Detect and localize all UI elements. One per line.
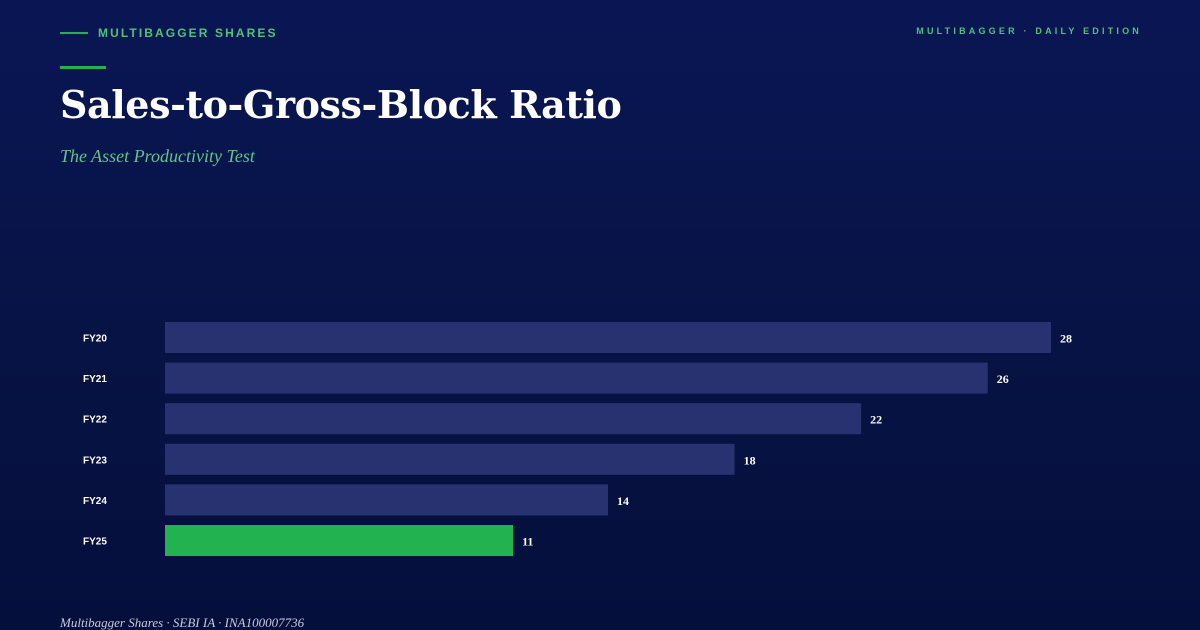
footer-disclosure: Multibagger Shares · SEBI IA · INA100007… <box>60 615 305 630</box>
title-accent-rule <box>60 66 106 69</box>
category-label: FY25 <box>83 537 107 548</box>
edition-label: MULTIBAGGER · DAILY EDITION <box>916 26 1142 36</box>
category-label: FY24 <box>83 496 107 507</box>
brand-label: MULTIBAGGER SHARES <box>98 26 278 40</box>
bar <box>165 362 988 394</box>
highlight-bar <box>165 525 514 556</box>
value-label: 18 <box>744 453 756 467</box>
value-label: 22 <box>870 413 882 427</box>
value-label: 11 <box>522 535 533 549</box>
category-label: FY22 <box>83 415 107 426</box>
category-label: FY20 <box>83 334 107 345</box>
brand: MULTIBAGGER SHARES <box>60 26 278 40</box>
value-label: 26 <box>997 372 1009 386</box>
bar <box>165 484 608 516</box>
category-label: FY23 <box>83 455 107 466</box>
value-label: 14 <box>617 494 629 508</box>
bar <box>165 443 735 475</box>
bar <box>165 403 862 435</box>
brand-accent-rule <box>60 32 88 34</box>
category-label: FY21 <box>83 374 107 385</box>
page-title: Sales-to-Gross-Block Ratio <box>60 82 622 127</box>
page-subtitle: The Asset Productivity Test <box>60 146 255 166</box>
value-label: 28 <box>1060 332 1072 346</box>
bar <box>165 322 1051 353</box>
